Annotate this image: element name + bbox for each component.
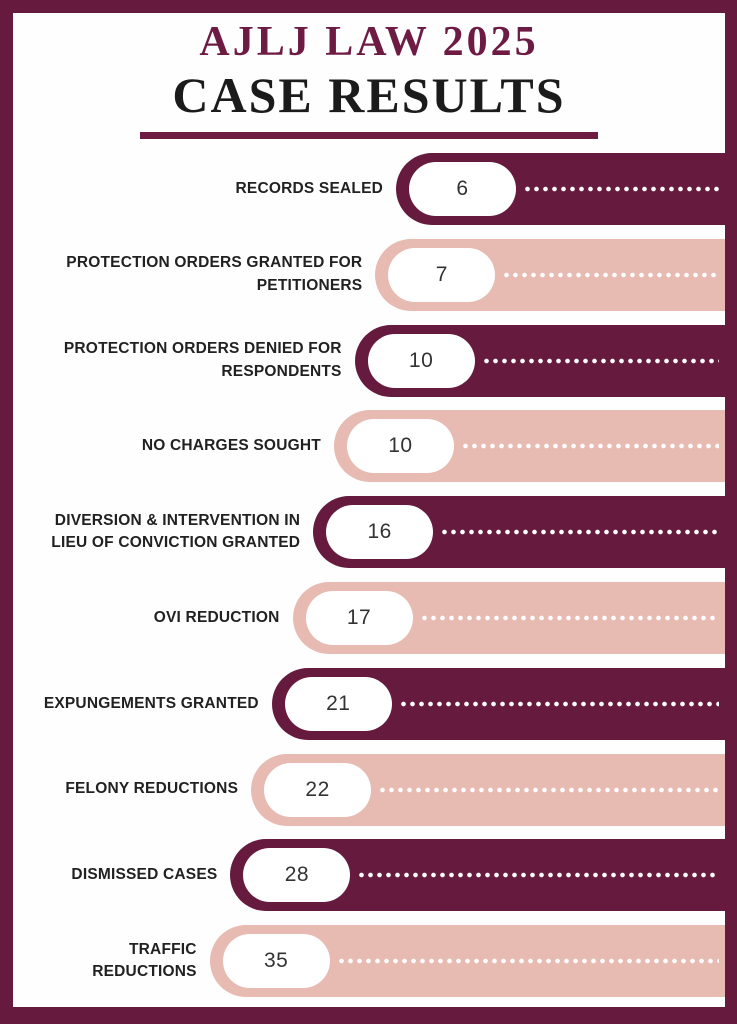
category-label: PROTECTION ORDERS GRANTED FOR PETITIONER… (66, 254, 363, 294)
category-label: OVI REDUCTION (153, 608, 280, 626)
dotted-line (336, 958, 719, 965)
category-label: PROTECTION ORDERS DENIED FOR RESPONDENTS (63, 340, 342, 380)
chart-row-felony-reductions: FELONY REDUCTIONS 22 (13, 753, 725, 826)
bar-value: 17 (346, 606, 372, 629)
dotted-line (460, 443, 719, 450)
dotted-line (378, 786, 719, 793)
bar: 17 (292, 582, 725, 654)
bar: 6 (396, 153, 725, 225)
bar-value: 6 (456, 177, 469, 200)
bar: 22 (251, 753, 725, 826)
category-label: EXPUNGEMENTS GRANTED (43, 694, 259, 712)
value-pill: 35 (222, 934, 330, 989)
bar: 16 (313, 496, 725, 569)
value-pill: 21 (284, 676, 392, 731)
bar-value: 10 (408, 348, 434, 372)
category-label: FELONY REDUCTIONS (65, 780, 239, 798)
category-label: NO CHARGES SOUGHT (141, 437, 321, 455)
value-pill: 16 (326, 505, 434, 560)
chart-row-protection-orders-denied: PROTECTION ORDERS DENIED FOR RESPONDENTS… (13, 324, 725, 397)
dotted-line (502, 271, 719, 278)
bar: 35 (209, 925, 725, 998)
chart-row-records-sealed: RECORDS SEALED 6 (13, 153, 725, 225)
poster-content: AJLJ LAW 2025 CASE RESULTS RECORDS SEALE… (13, 13, 725, 1007)
value-pill: 22 (264, 762, 372, 817)
page-title-line2: CASE RESULTS (172, 67, 566, 123)
title-divider-rule (140, 132, 598, 139)
bar-value: 16 (367, 520, 392, 544)
value-pill: 7 (388, 247, 496, 302)
chart-row-expungements-granted: EXPUNGEMENTS GRANTED 21 (13, 667, 725, 740)
dotted-line (481, 357, 719, 364)
category-label: DISMISSED CASES (71, 866, 218, 884)
bar-value: 10 (388, 434, 413, 458)
dotted-line (440, 529, 719, 536)
dotted-line (523, 186, 719, 192)
bar-value: 35 (264, 949, 289, 973)
bar-value: 22 (305, 777, 330, 801)
value-pill: 6 (409, 162, 516, 216)
value-pill: 17 (305, 591, 413, 645)
chart-row-traffic-reductions: TRAFFIC REDUCTIONS 35 (13, 925, 725, 998)
dotted-line (419, 615, 719, 621)
bar-value: 7 (435, 262, 448, 286)
chart-row-dismissed-cases: DISMISSED CASES 28 (13, 839, 725, 912)
category-label: RECORDS SEALED (235, 179, 383, 197)
chart-row-protection-orders-granted: PROTECTION ORDERS GRANTED FOR PETITIONER… (13, 238, 725, 311)
bar: 7 (375, 238, 725, 311)
bar: 28 (230, 839, 725, 912)
bar-value: 21 (326, 691, 351, 715)
dotted-line (398, 700, 719, 707)
chart-row-no-charges-sought: NO CHARGES SOUGHT 10 (13, 410, 725, 483)
chart-row-diversion-intervention: DIVERSION & INTERVENTION IN LIEU OF CONV… (13, 496, 725, 569)
value-pill: 10 (367, 333, 475, 388)
page-title-line1: AJLJ LAW 2025 (199, 19, 539, 65)
bar-value: 28 (284, 863, 310, 887)
category-label: TRAFFIC REDUCTIONS (92, 940, 197, 981)
value-pill: 10 (346, 419, 454, 474)
chart-row-ovi-reduction: OVI REDUCTION 17 (13, 582, 725, 654)
bar: 21 (271, 667, 725, 740)
bar: 10 (354, 324, 725, 397)
category-label: DIVERSION & INTERVENTION IN LIEU OF CONV… (51, 511, 301, 552)
dotted-line (357, 872, 719, 879)
bar: 10 (333, 410, 725, 483)
value-pill: 28 (243, 848, 351, 903)
